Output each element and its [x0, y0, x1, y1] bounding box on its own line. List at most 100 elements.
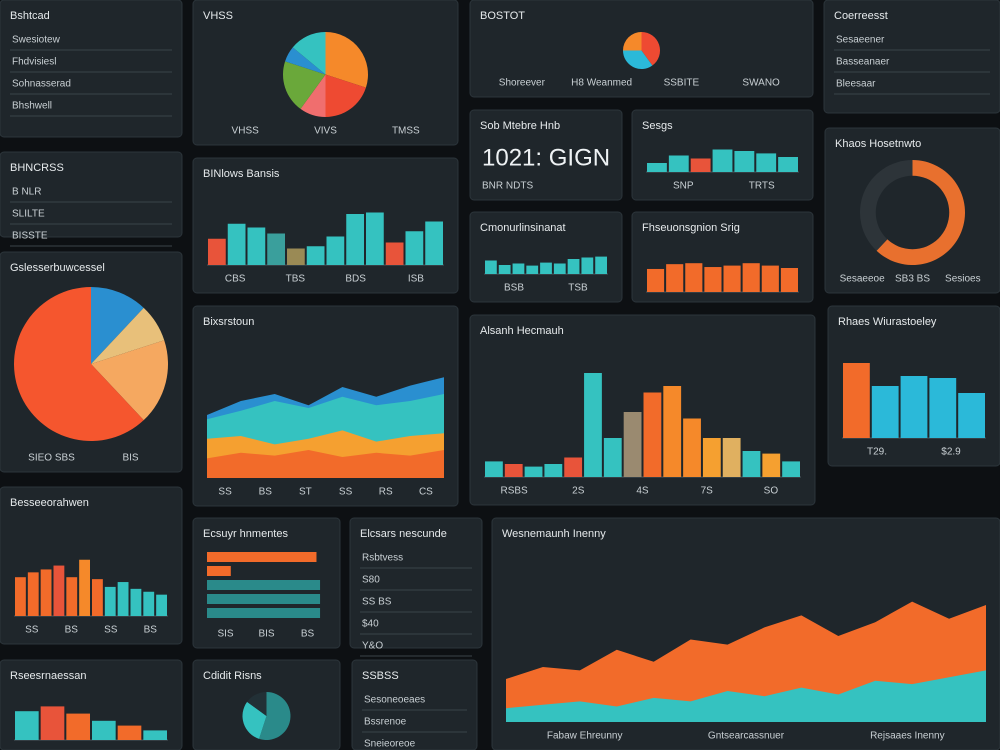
label: BIS	[258, 629, 274, 640]
bar	[485, 260, 497, 274]
panel-title: Sesgs	[642, 120, 673, 132]
bar	[702, 438, 721, 477]
bar	[207, 594, 321, 604]
label: Sesioes	[945, 274, 981, 285]
bar	[778, 157, 798, 172]
bar	[485, 461, 503, 477]
bar	[143, 591, 155, 616]
label: SNP	[673, 181, 694, 192]
bar	[512, 263, 525, 274]
label: ISB	[408, 274, 424, 285]
label: Rsbtvess	[362, 553, 403, 564]
pie-slice	[91, 287, 144, 364]
bar	[595, 256, 607, 274]
label: Fabaw Ehreunny	[547, 731, 623, 742]
bar	[143, 730, 167, 740]
label: SO	[764, 486, 779, 497]
bar	[247, 227, 266, 265]
label: B NLR	[12, 187, 41, 198]
panel-title: BHNCRSS	[10, 162, 64, 174]
bar	[668, 155, 689, 172]
bar	[540, 262, 552, 274]
pie-slice	[283, 61, 326, 109]
label: CS	[419, 487, 433, 498]
pie-slice	[91, 340, 168, 421]
pie-slice	[292, 32, 326, 75]
bar	[929, 378, 957, 438]
label: Gntsearcassnuer	[708, 731, 785, 742]
panel-title: VHSS	[203, 10, 233, 22]
bar	[66, 713, 90, 740]
bar	[567, 259, 580, 274]
bar	[53, 565, 65, 616]
panel-title: Sob Mtebre Hnb	[480, 120, 560, 132]
bar	[227, 223, 246, 265]
label: SIS	[217, 629, 233, 640]
bar	[287, 248, 305, 265]
bar	[900, 376, 928, 438]
panel	[351, 659, 478, 750]
bar	[623, 412, 642, 477]
area	[506, 670, 986, 722]
pie-slice	[325, 32, 368, 88]
bar	[564, 457, 583, 477]
bar	[647, 268, 665, 292]
label: Sneieoreoe	[364, 739, 416, 750]
bar	[504, 464, 523, 477]
label: 7S	[701, 486, 714, 497]
label: SS	[25, 625, 39, 636]
bar	[15, 711, 39, 740]
bar	[306, 246, 325, 265]
panel-title: Cmonurlinsinanat	[480, 222, 566, 234]
pie-slice	[13, 287, 144, 441]
bar	[761, 265, 779, 292]
bar	[117, 725, 142, 740]
bar	[104, 586, 116, 616]
panel-title: BINlows Bansis	[203, 168, 280, 180]
panel	[469, 109, 623, 201]
panel-title: Coerreesst	[834, 10, 888, 22]
big-number: 1021: GIGN	[482, 144, 610, 171]
label: VHSS	[232, 126, 260, 137]
pie-slice	[259, 692, 291, 741]
bar	[346, 214, 364, 265]
bar	[871, 386, 899, 438]
label: Basseanaer	[836, 57, 890, 68]
panel-title: Alsanh Hecmauh	[480, 325, 564, 337]
pie-slice	[641, 32, 661, 66]
panel-title: Fhseuonsgnion Srig	[642, 222, 740, 234]
bar	[208, 238, 226, 265]
label: CBS	[225, 274, 246, 285]
label: BSB	[504, 283, 524, 294]
bar	[207, 566, 231, 576]
label: SS	[218, 487, 232, 498]
label: Bleesaar	[836, 79, 876, 90]
bar	[723, 265, 741, 292]
panel-title: Khaos Hosetnwto	[835, 138, 921, 150]
label: SIEO SBS	[28, 453, 75, 464]
bar	[40, 706, 65, 740]
panel	[0, 486, 183, 645]
bar	[704, 267, 722, 292]
panel	[823, 0, 1000, 114]
pie-slice	[285, 47, 326, 75]
bar	[685, 263, 703, 292]
bar	[326, 236, 345, 265]
donut-hole	[875, 175, 950, 250]
bar	[40, 569, 52, 616]
bar	[207, 552, 317, 562]
bar	[690, 158, 711, 172]
pie-slice	[623, 50, 653, 69]
bar	[425, 221, 443, 265]
area	[207, 450, 444, 478]
bar	[647, 163, 667, 172]
panel-title: Elcsars nescunde	[360, 528, 447, 540]
bar	[958, 393, 985, 438]
bar	[92, 720, 116, 740]
bar	[734, 151, 755, 172]
pie-slice	[623, 32, 642, 51]
pie-slice	[247, 692, 267, 716]
bar	[498, 265, 511, 274]
label: SS BS	[362, 597, 392, 608]
